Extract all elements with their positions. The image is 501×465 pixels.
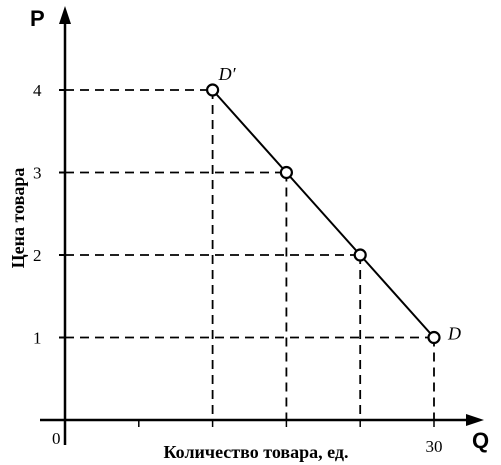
y-tick-label-3: 3: [33, 164, 42, 183]
point-label-4: D: [447, 324, 461, 344]
y-axis-arrow: [59, 6, 71, 24]
x-tick-label-30: 30: [426, 437, 443, 456]
x-axis-arrow: [466, 414, 484, 426]
x-axis-letter: Q: [472, 428, 489, 453]
y-tick-label-1: 1: [33, 329, 42, 348]
y-axis-title: Цена товара: [8, 168, 28, 269]
axis-ticks: 1 2 3 4 30: [33, 81, 443, 456]
x-axis-title: Количество товара, ед.: [164, 442, 349, 462]
point-label-1: D′: [218, 64, 237, 84]
y-axis-letter: P: [30, 6, 45, 31]
axes: [40, 6, 484, 445]
data-point-1: [206, 83, 220, 97]
guide-lines: [65, 89, 435, 420]
data-point-2: [279, 165, 293, 180]
y-tick-label-2: 2: [33, 246, 42, 265]
origin-label: 0: [52, 429, 61, 448]
data-point-3: [353, 248, 367, 262]
y-tick-label-4: 4: [33, 81, 42, 100]
data-point-4: [427, 330, 441, 345]
data-points: D′ D: [206, 64, 461, 345]
demand-curve: [211, 89, 435, 339]
